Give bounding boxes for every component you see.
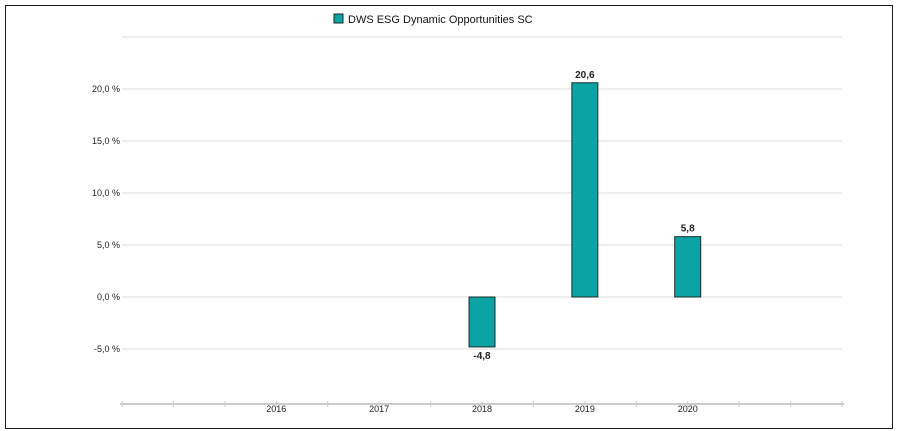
y-tick-label: 5,0 % <box>97 240 120 250</box>
y-axis-ticks: -5,0 % 0,0 % 5,0 % 10,0 % 15,0 % 20,0 % <box>92 84 120 354</box>
data-label: -4,8 <box>473 351 491 362</box>
y-tick-label: 20,0 % <box>92 84 120 94</box>
bar <box>468 296 496 348</box>
x-tick-label: 2020 <box>678 404 698 414</box>
data-label: 20,6 <box>575 70 595 81</box>
y-tick-label: 15,0 % <box>92 136 120 146</box>
y-tick-label: 0,0 % <box>97 292 120 302</box>
bar <box>571 82 599 298</box>
legend-swatch <box>333 13 344 24</box>
x-tick-label: 2019 <box>575 404 595 414</box>
grid-lines <box>122 36 842 350</box>
y-tick-label: -5,0 % <box>94 344 120 354</box>
x-tick-label: 2017 <box>369 404 389 414</box>
legend: DWS ESG Dynamic Opportunities SC <box>333 13 533 26</box>
x-axis: 2016 2017 2018 2019 2020 <box>120 401 844 414</box>
data-label: 5,8 <box>681 224 695 235</box>
chart-frame <box>5 5 893 429</box>
bars <box>468 82 702 348</box>
x-tick-label: 2018 <box>472 404 492 414</box>
data-labels: -4,8 20,6 5,8 <box>473 70 695 362</box>
y-tick-label: 10,0 % <box>92 188 120 198</box>
legend-label: DWS ESG Dynamic Opportunities SC <box>348 14 533 26</box>
bar <box>674 236 702 298</box>
x-tick-label: 2016 <box>266 404 286 414</box>
